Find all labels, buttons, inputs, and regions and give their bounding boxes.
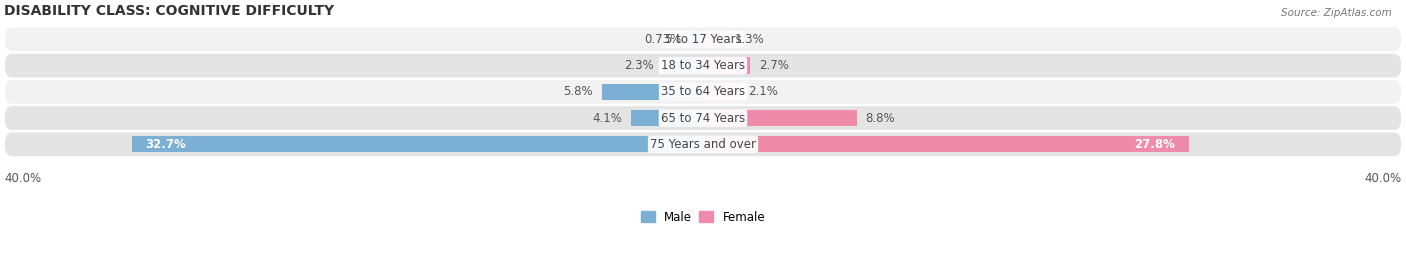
FancyBboxPatch shape	[4, 79, 1402, 104]
Bar	[631, 110, 703, 126]
Text: 32.7%: 32.7%	[146, 138, 187, 151]
Bar	[703, 84, 740, 100]
Text: 8.8%: 8.8%	[866, 112, 896, 124]
Bar	[703, 31, 725, 48]
Text: 27.8%: 27.8%	[1133, 138, 1174, 151]
Text: 18 to 34 Years: 18 to 34 Years	[661, 59, 745, 72]
Text: Source: ZipAtlas.com: Source: ZipAtlas.com	[1281, 8, 1392, 18]
Text: DISABILITY CLASS: COGNITIVE DIFFICULTY: DISABILITY CLASS: COGNITIVE DIFFICULTY	[4, 4, 335, 18]
Text: 1.3%: 1.3%	[734, 33, 765, 46]
Legend: Male, Female: Male, Female	[641, 211, 765, 224]
Text: 35 to 64 Years: 35 to 64 Years	[661, 85, 745, 98]
Text: 0.73%: 0.73%	[644, 33, 682, 46]
Bar	[662, 58, 703, 74]
Bar	[703, 58, 751, 74]
Text: 2.3%: 2.3%	[624, 59, 654, 72]
Bar	[602, 84, 703, 100]
FancyBboxPatch shape	[4, 106, 1402, 131]
Text: 2.1%: 2.1%	[748, 85, 779, 98]
Text: 4.1%: 4.1%	[593, 112, 623, 124]
Bar	[703, 136, 1188, 152]
Text: 40.0%: 40.0%	[4, 172, 41, 185]
Text: 75 Years and over: 75 Years and over	[650, 138, 756, 151]
Bar	[690, 31, 703, 48]
FancyBboxPatch shape	[4, 27, 1402, 52]
Text: 2.7%: 2.7%	[759, 59, 789, 72]
FancyBboxPatch shape	[4, 53, 1402, 78]
Bar	[132, 136, 703, 152]
Text: 5 to 17 Years: 5 to 17 Years	[665, 33, 741, 46]
Bar	[703, 110, 856, 126]
Text: 40.0%: 40.0%	[1365, 172, 1402, 185]
Text: 5.8%: 5.8%	[564, 85, 593, 98]
Text: 65 to 74 Years: 65 to 74 Years	[661, 112, 745, 124]
FancyBboxPatch shape	[4, 132, 1402, 157]
